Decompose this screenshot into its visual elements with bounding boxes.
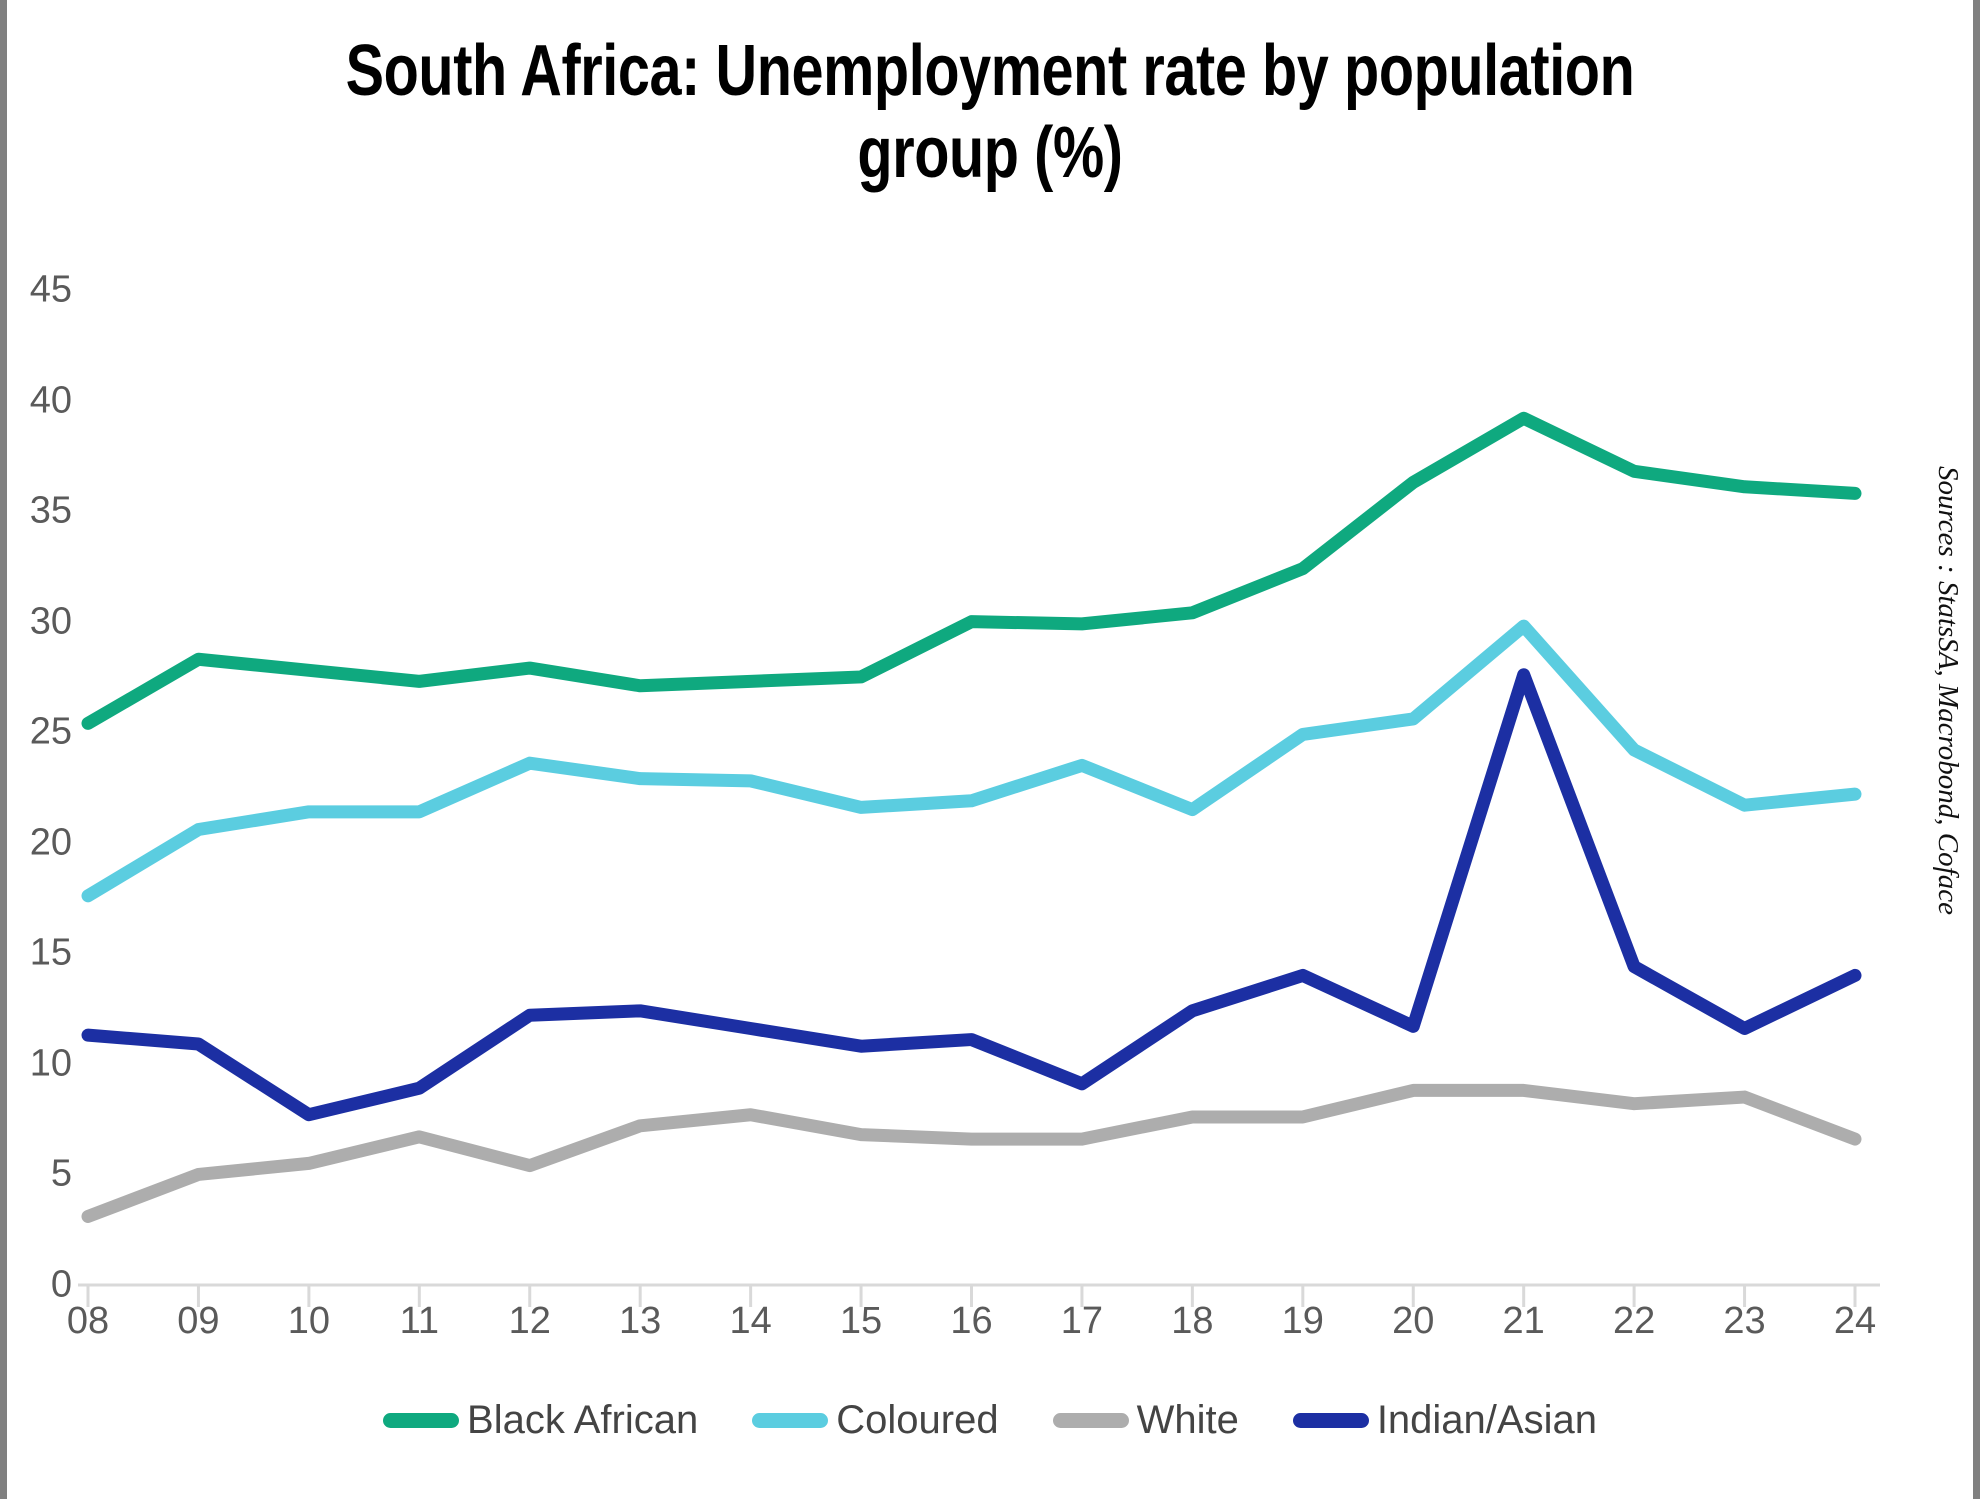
y-axis-tick-label: 30 bbox=[29, 600, 72, 643]
y-axis-tick-label: 45 bbox=[29, 268, 72, 311]
x-axis-tick-label: 14 bbox=[729, 1300, 772, 1342]
series-line-black-african bbox=[81, 411, 1862, 730]
x-axis-tick-label: 11 bbox=[399, 1300, 440, 1342]
x-axis-tick-label: 16 bbox=[950, 1300, 993, 1342]
legend-swatch-icon bbox=[1292, 1412, 1369, 1428]
page-title: South Africa: Unemployment rate by popul… bbox=[345, 31, 1635, 193]
y-axis-tick-label: 5 bbox=[50, 1152, 72, 1195]
y-axis-tick-label: 15 bbox=[29, 931, 72, 974]
legend-label: Indian/Asian bbox=[1376, 1398, 1597, 1442]
x-axis-tick-label: 21 bbox=[1502, 1300, 1545, 1342]
legend-item[interactable]: White bbox=[1052, 1398, 1239, 1442]
legend-label: Black African bbox=[467, 1398, 699, 1442]
series-line-indian-asian bbox=[81, 668, 1862, 1122]
x-axis-tick-label: 23 bbox=[1723, 1300, 1766, 1342]
x-axis-tick-label: 08 bbox=[66, 1300, 110, 1342]
x-axis-tick-label: 15 bbox=[839, 1300, 883, 1342]
x-axis-tick-label: 20 bbox=[1392, 1300, 1435, 1342]
y-axis-tick-label: 25 bbox=[29, 710, 72, 753]
x-axis-tick-label: 17 bbox=[1060, 1300, 1104, 1342]
y-axis-tick-label: 35 bbox=[29, 489, 72, 532]
x-axis-tick-label: 22 bbox=[1612, 1300, 1656, 1342]
y-axis-tick-label: 20 bbox=[29, 821, 72, 864]
legend-swatch-icon bbox=[1052, 1412, 1129, 1428]
legend-label: Coloured bbox=[836, 1398, 999, 1442]
x-axis-tick-label: 24 bbox=[1833, 1300, 1877, 1342]
y-axis-tick-label: 40 bbox=[29, 379, 72, 422]
x-axis-tick-label: 10 bbox=[287, 1300, 331, 1342]
legend-item[interactable]: Coloured bbox=[752, 1398, 999, 1442]
plot-area bbox=[0, 200, 1900, 1310]
y-axis-labels: 0 5 10 15 20 25 30 35 40 45 bbox=[0, 200, 72, 1310]
y-axis-tick-label: 0 bbox=[50, 1263, 72, 1306]
legend-label: White bbox=[1136, 1398, 1239, 1442]
x-axis-tick-label: 18 bbox=[1171, 1300, 1214, 1342]
legend-item[interactable]: Black African bbox=[383, 1400, 698, 1440]
line-chart-svg bbox=[78, 411, 1880, 1307]
legend-item[interactable]: Indian/Asian bbox=[1292, 1398, 1597, 1442]
y-axis-tick-label: 10 bbox=[29, 1042, 72, 1085]
left-border-rule bbox=[0, 0, 7, 1499]
source-note: Sources : StatsSA, Macrobond, Coface bbox=[1924, 310, 1970, 1070]
right-border-rule bbox=[1973, 0, 1980, 1499]
legend-swatch-icon bbox=[383, 1412, 460, 1428]
x-axis-tick-label: 09 bbox=[177, 1300, 220, 1342]
x-axis-tick-label: 12 bbox=[508, 1300, 551, 1342]
chart-legend: Black African Coloured White Indian/Asian bbox=[0, 1400, 1980, 1440]
x-axis-labels: 08 09 10 11 12 13 14 15 16 17 18 19 20 21 22 23 24 bbox=[0, 1300, 1980, 1370]
series-line-white bbox=[81, 1083, 1862, 1223]
series-line-coloured bbox=[81, 619, 1862, 903]
x-axis-tick-label: 13 bbox=[619, 1300, 662, 1342]
legend-swatch-icon bbox=[752, 1412, 829, 1428]
x-axis-tick-label: 19 bbox=[1281, 1300, 1324, 1342]
source-note-text: Sources : StatsSA, Macrobond, Coface bbox=[1931, 465, 1964, 915]
